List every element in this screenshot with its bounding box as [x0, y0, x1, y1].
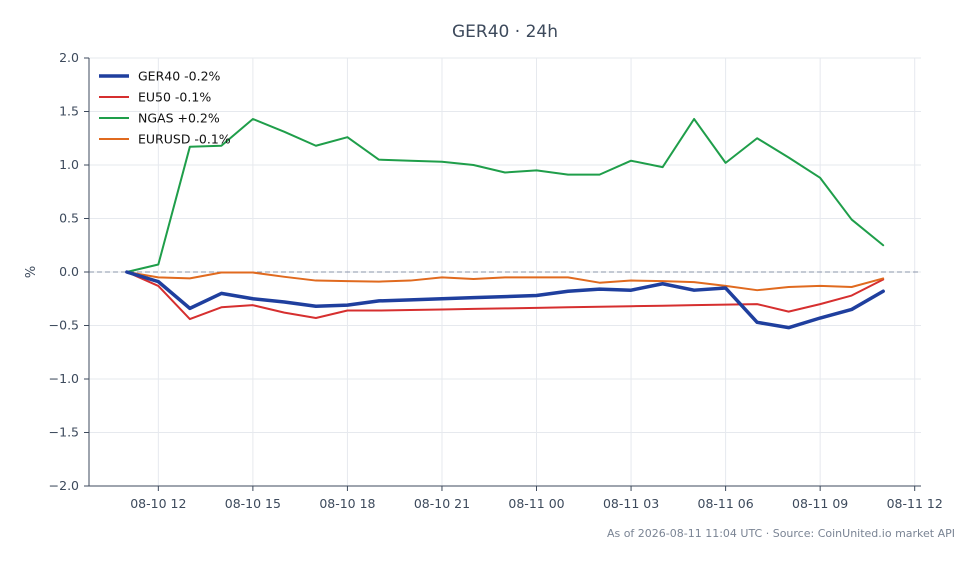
y-tick-label: −1.5 — [49, 425, 79, 440]
y-tick-label: 0.5 — [59, 211, 79, 226]
y-ticks: 2.0 1.5 1.0 0.5 0.0 −0.5 −1.0 −1.5 −2.0 — [49, 50, 89, 493]
x-ticks: 08-10 12 08-10 15 08-10 18 08-10 21 08-11 00… — [130, 486, 943, 511]
x-tick-label: 08-11 03 — [603, 496, 659, 511]
y-tick-label: 2.0 — [59, 50, 79, 65]
y-tick-label: 1.0 — [59, 157, 79, 172]
legend: GER40 -0.2% EU50 -0.1% NGAS +0.2% EURUSD -0… — [99, 69, 231, 147]
x-tick-label: 08-10 12 — [130, 496, 186, 511]
series-line-3 — [125, 271, 885, 292]
y-tick-label: 0.0 — [59, 264, 79, 279]
legend-label-0: GER40 -0.2% — [138, 69, 221, 84]
series-line-0 — [125, 270, 885, 330]
y-tick-label: −1.0 — [49, 371, 79, 386]
x-tick-label: 08-11 06 — [698, 496, 754, 511]
chart-title: GER40 · 24h — [452, 22, 558, 42]
y-tick-label: −2.0 — [49, 478, 79, 493]
y-tick-label: 1.5 — [59, 104, 79, 119]
x-tick-label: 08-11 12 — [887, 496, 943, 511]
x-tick-label: 08-10 18 — [319, 496, 375, 511]
footer-source: As of 2026-08-11 11:04 UTC · Source: Coi… — [607, 527, 955, 540]
y-tick-label: −0.5 — [49, 318, 79, 333]
y-axis-label: % — [24, 266, 39, 278]
legend-label-3: EURUSD -0.1% — [138, 132, 231, 147]
series-line-1 — [125, 271, 885, 321]
series-line-2 — [125, 117, 885, 273]
series-layer — [125, 117, 885, 330]
x-tick-label: 08-11 00 — [508, 496, 564, 511]
x-tick-label: 08-11 09 — [792, 496, 848, 511]
legend-label-1: EU50 -0.1% — [138, 90, 211, 105]
x-tick-label: 08-10 15 — [225, 496, 281, 511]
legend-label-2: NGAS +0.2% — [138, 111, 220, 126]
x-tick-label: 08-10 21 — [414, 496, 470, 511]
